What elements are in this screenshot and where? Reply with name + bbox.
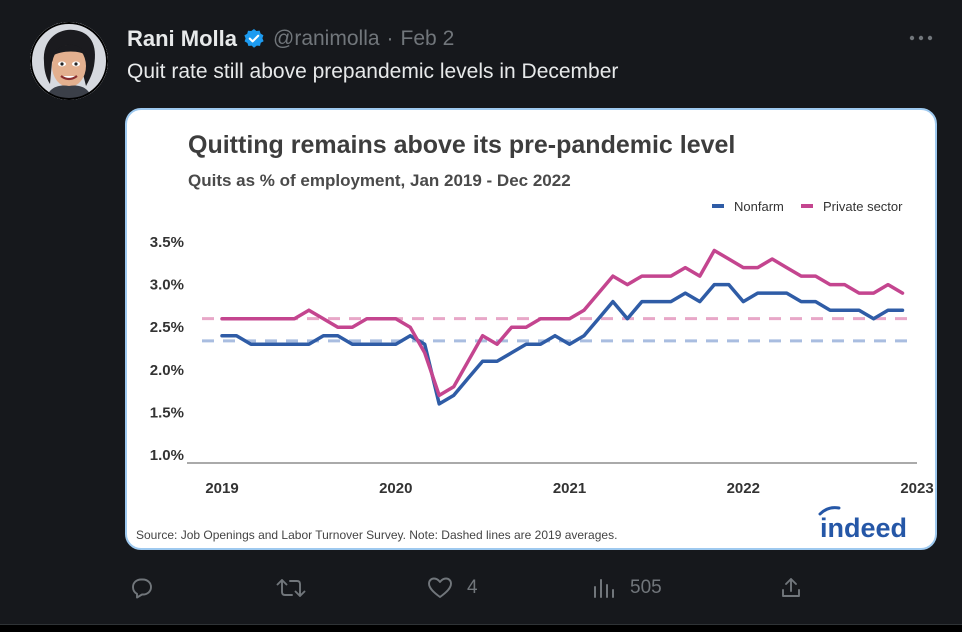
avatar[interactable] [30,22,108,100]
x-tick-label: 2019 [205,480,238,497]
views-button[interactable]: 505 [592,568,662,608]
legend-label: Nonfarm [734,199,784,214]
chart-legend: Nonfarm Private sector [712,199,903,214]
heart-icon [428,577,452,598]
tweet-date[interactable]: Feb 2 [400,27,455,50]
avatar-illustration [30,22,108,100]
indeed-logo-text: indeed [820,513,907,543]
views-count: 505 [630,577,662,598]
series-line-nonfarm [220,282,905,406]
x-tick-label: 2023 [900,480,933,497]
author-name[interactable]: Rani Molla [127,26,238,51]
y-tick-label: 3.0% [150,277,184,294]
x-tick-label: 2020 [379,480,412,497]
chart-subtitle: Quits as % of employment, Jan 2019 - Dec… [188,171,571,190]
retweet-icon [276,579,306,597]
like-button[interactable]: 4 [427,568,478,608]
y-tick-label: 1.0% [150,447,184,464]
chart: Quitting remains above its pre-pandemic … [136,131,934,543]
y-tick-label: 1.5% [150,404,184,421]
y-axis: 3.5% 3.0% 2.5% 2.0% 1.5% 1.0% [150,234,184,464]
tweet-actions: 4 505 [0,568,962,608]
more-options-icon[interactable] [906,26,936,50]
chart-image[interactable]: Quitting remains above its pre-pandemic … [125,108,937,550]
share-icon [782,578,800,597]
y-tick-label: 3.5% [150,234,184,251]
legend-label: Private sector [823,199,903,214]
series-line-private-sector [220,248,905,398]
reply-icon [132,578,152,599]
x-axis: 2019 2020 2021 2022 2023 [187,462,934,497]
views-icon [594,579,614,598]
verified-badge-icon [243,28,265,50]
x-tick-label: 2021 [553,480,586,497]
chart-title: Quitting remains above its pre-pandemic … [188,131,735,159]
y-tick-label: 2.5% [150,319,184,336]
tweet-text: Quit rate still above prepandemic levels… [127,60,619,83]
like-count: 4 [467,577,478,598]
share-button[interactable] [779,568,803,608]
reply-button[interactable] [130,568,168,608]
indeed-logo: indeed [818,506,907,543]
retweet-button[interactable] [276,568,320,608]
divider [0,624,962,625]
chart-source: Source: Job Openings and Labor Turnover … [136,528,617,542]
series-lines [220,248,905,406]
x-tick-label: 2022 [727,480,760,497]
y-tick-label: 2.0% [150,362,184,379]
author-handle[interactable]: @ranimolla [273,27,380,50]
tweet-header: Rani Molla @ranimolla · Feb 2 [127,24,454,54]
header-separator: · [386,27,394,50]
